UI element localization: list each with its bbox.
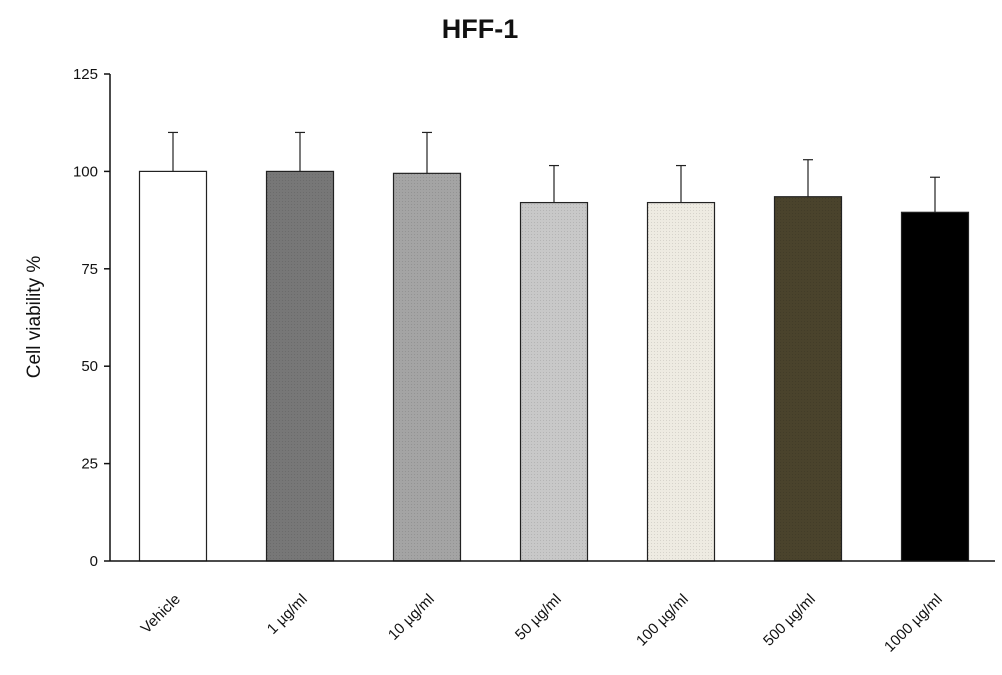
y-tick-label: 125 — [73, 66, 98, 83]
bar-texture — [774, 196, 842, 561]
bar-texture — [520, 202, 588, 561]
x-category-label: 1000 µg/ml — [881, 591, 946, 656]
y-axis-label: Cell viability % — [24, 256, 45, 379]
bars — [138, 170, 970, 562]
bar-texture — [647, 202, 715, 561]
bar — [900, 211, 970, 562]
x-category-label: 1 µg/ml — [264, 591, 311, 638]
y-tick-label: 0 — [90, 553, 98, 570]
error-bars — [168, 131, 940, 213]
x-axis-category-labels: Vehicle 1 µg/ml 10 µg/ml 50 µg/ml 100 µg/ml 5… — [138, 591, 946, 656]
x-category-label: Vehicle — [138, 591, 184, 637]
x-category-label: 100 µg/ml — [633, 591, 692, 650]
x-category-label: 10 µg/ml — [385, 591, 438, 644]
chart-title: HFF-1 — [442, 14, 519, 44]
y-tick-label: 25 — [81, 456, 98, 473]
y-tick-label: 100 — [73, 163, 98, 180]
y-tick-label: 75 — [81, 261, 98, 278]
y-axis-ticks: 0 25 50 75 100 125 — [73, 66, 110, 570]
bar — [138, 170, 208, 562]
y-tick-label: 50 — [81, 358, 98, 375]
x-category-label: 500 µg/ml — [760, 591, 819, 650]
x-category-label: 50 µg/ml — [512, 591, 565, 644]
bar-texture — [266, 171, 334, 561]
bar-texture — [393, 173, 461, 561]
